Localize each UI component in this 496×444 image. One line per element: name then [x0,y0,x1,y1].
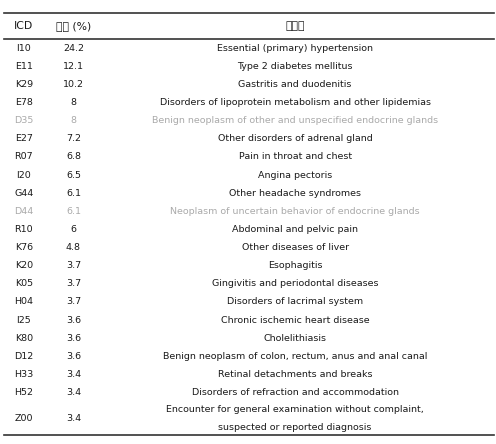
Text: Disorders of lacrimal system: Disorders of lacrimal system [227,297,363,306]
Text: 6.1: 6.1 [66,189,81,198]
Text: 6.8: 6.8 [66,152,81,161]
Text: Gingivitis and periodontal diseases: Gingivitis and periodontal diseases [212,279,378,288]
Text: Disorders of lipoprotein metabolism and other lipidemias: Disorders of lipoprotein metabolism and … [160,98,431,107]
Text: I20: I20 [16,170,31,179]
Text: Chronic ischemic heart disease: Chronic ischemic heart disease [221,316,370,325]
Text: I25: I25 [16,316,31,325]
Text: suspected or reported diagnosis: suspected or reported diagnosis [218,423,372,432]
Text: 8: 8 [70,116,76,125]
Text: 24.2: 24.2 [63,44,84,53]
Text: 3.4: 3.4 [66,414,81,423]
Text: Esophagitis: Esophagitis [268,261,322,270]
Text: Benign neoplasm of colon, rectum, anus and anal canal: Benign neoplasm of colon, rectum, anus a… [163,352,428,361]
Text: K05: K05 [15,279,33,288]
Text: H04: H04 [14,297,33,306]
Text: E27: E27 [15,134,33,143]
Text: H52: H52 [14,388,33,397]
Text: Pain in throat and chest: Pain in throat and chest [239,152,352,161]
Text: 3.6: 3.6 [66,333,81,343]
Text: 6: 6 [70,225,76,234]
Text: Type 2 diabetes mellitus: Type 2 diabetes mellitus [238,62,353,71]
Text: R10: R10 [14,225,33,234]
Text: Neoplasm of uncertain behavior of endocrine glands: Neoplasm of uncertain behavior of endocr… [170,207,420,216]
Text: Abdominal and pelvic pain: Abdominal and pelvic pain [232,225,358,234]
Text: Encounter for general examination without complaint,: Encounter for general examination withou… [166,405,424,414]
Text: 12.1: 12.1 [63,62,84,71]
Text: Other diseases of liver: Other diseases of liver [242,243,349,252]
Text: 3.4: 3.4 [66,388,81,397]
Text: Disorders of refraction and accommodation: Disorders of refraction and accommodatio… [191,388,399,397]
Text: 3.7: 3.7 [66,261,81,270]
Text: E11: E11 [15,62,33,71]
Text: Benign neoplasm of other and unspecified endocrine glands: Benign neoplasm of other and unspecified… [152,116,438,125]
Text: Other disorders of adrenal gland: Other disorders of adrenal gland [218,134,372,143]
Text: 6.1: 6.1 [66,207,81,216]
Text: 3.6: 3.6 [66,352,81,361]
Text: K80: K80 [15,333,33,343]
Text: 6.5: 6.5 [66,170,81,179]
Text: 진단명: 진단명 [285,21,305,31]
Text: Z00: Z00 [14,414,33,423]
Text: 3.4: 3.4 [66,370,81,379]
Text: G44: G44 [14,189,33,198]
Text: D35: D35 [14,116,34,125]
Text: Gastritis and duodenitis: Gastritis and duodenitis [239,80,352,89]
Text: 8: 8 [70,98,76,107]
Text: Retinal detachments and breaks: Retinal detachments and breaks [218,370,372,379]
Text: K76: K76 [15,243,33,252]
Text: 3.6: 3.6 [66,316,81,325]
Text: Other headache syndromes: Other headache syndromes [229,189,361,198]
Text: K20: K20 [15,261,33,270]
Text: Essential (primary) hypertension: Essential (primary) hypertension [217,44,373,53]
Text: I10: I10 [16,44,31,53]
Text: R07: R07 [14,152,33,161]
Text: 10.2: 10.2 [63,80,84,89]
Text: 4.8: 4.8 [66,243,81,252]
Text: E78: E78 [15,98,33,107]
Text: 7.2: 7.2 [66,134,81,143]
Text: D44: D44 [14,207,33,216]
Text: K29: K29 [15,80,33,89]
Text: ICD: ICD [14,21,33,31]
Text: 비율 (%): 비율 (%) [56,21,91,31]
Text: 3.7: 3.7 [66,279,81,288]
Text: 3.7: 3.7 [66,297,81,306]
Text: D12: D12 [14,352,33,361]
Text: Angina pectoris: Angina pectoris [258,170,332,179]
Text: Cholelithiasis: Cholelithiasis [263,333,327,343]
Text: H33: H33 [14,370,33,379]
